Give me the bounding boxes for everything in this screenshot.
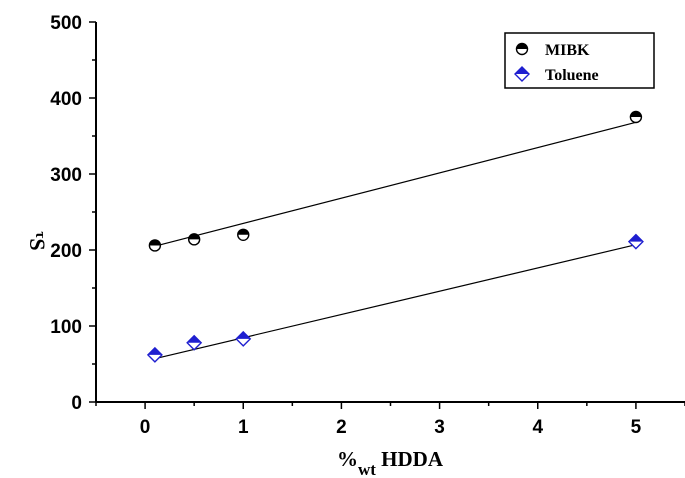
mibk-point [237, 228, 250, 242]
fit-lines [154, 121, 637, 360]
toluene-point [146, 346, 163, 363]
x-axis-title: %wt HDDA [337, 447, 444, 478]
y-tick-label: 100 [50, 317, 82, 338]
x-tick-label: 5 [631, 417, 642, 438]
x-tick-label: 2 [336, 417, 347, 438]
x-tick-label: 0 [140, 417, 151, 438]
legend-label-toluene: Toluene [545, 67, 599, 84]
toluene-fit-line [154, 244, 637, 360]
mibk-point [148, 239, 162, 252]
mibk-point [629, 110, 643, 124]
y-tick-label: 200 [50, 241, 82, 262]
x-axis-title-main: % [337, 447, 358, 471]
x-tick-label: 4 [532, 417, 543, 438]
x-tick-label: 3 [434, 417, 445, 438]
y-axis-title: τS [25, 231, 50, 250]
mibk-point [187, 233, 201, 246]
y-axis-title-main: τ [32, 231, 48, 238]
toluene-point [627, 233, 644, 250]
y-tick-label: 400 [50, 89, 82, 110]
legend-label-mibk: MIBK [545, 42, 590, 59]
legend: MIBK Toluene [504, 32, 655, 89]
y-tick-label: 500 [50, 13, 82, 34]
x-tick-label: 1 [238, 417, 249, 438]
y-axis-title-rest: S [25, 238, 50, 250]
toluene-point [235, 330, 252, 347]
legend-box [504, 32, 655, 89]
x-axis-title-subscript: wt [358, 460, 376, 478]
y-tick-label: 300 [50, 165, 82, 186]
x-axis-ticks: 0 1 2 3 4 5 [95, 402, 685, 438]
x-axis-title-rest: HDDA [376, 447, 444, 471]
data-points [146, 110, 644, 363]
y-tick-label: 0 [71, 393, 82, 414]
legend-marker-toluene [514, 66, 530, 82]
toluene-point [186, 334, 203, 351]
mibk-fit-line [154, 121, 637, 247]
legend-marker-mibk [515, 42, 529, 56]
y-axis-ticks: 0 100 200 300 400 500 [50, 13, 96, 414]
